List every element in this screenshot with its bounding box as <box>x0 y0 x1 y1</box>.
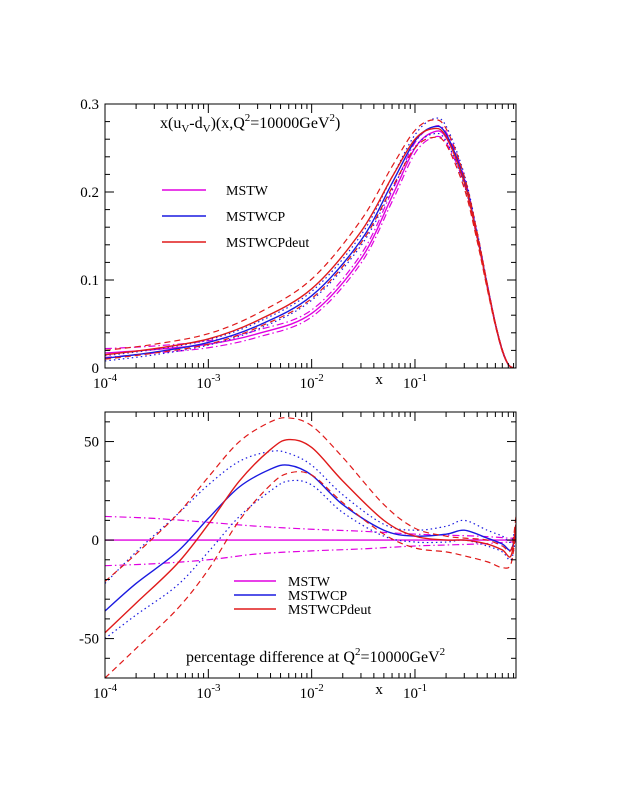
series-mstwcpdeut-upper <box>105 417 516 582</box>
y-tick-label: -50 <box>79 632 99 648</box>
y-tick-label: 0 <box>92 533 100 549</box>
x-tick-label: 10-3 <box>196 372 221 392</box>
legend-label-mstwcp: MSTWCP <box>288 589 347 604</box>
chart-title: percentage difference at Q2=10000GeV2 <box>186 646 445 666</box>
series-mstwcpdeut-central <box>105 438 516 634</box>
series-mstwcpdeut-lower <box>105 471 516 678</box>
x-tick-label: 10-2 <box>300 372 324 392</box>
x-tick-label: 10-4 <box>93 682 118 702</box>
top-panel-chart: 0 0.1 0.2 0.3 10-4 10-3 10-2 10-1 x x(uV-dV)(x,Q2… <box>80 97 517 392</box>
series-mstwcpdeut-upper <box>105 119 516 368</box>
x-tick-label: 10-2 <box>300 682 324 702</box>
legend-label-mstwcpdeut: MSTWCPdeut <box>288 603 371 618</box>
series-mstw-central <box>105 130 516 368</box>
x-ticks <box>104 104 515 368</box>
chart-title: x(uV-dV)(x,Q2=10000GeV2) <box>160 112 340 135</box>
legend-label-mstw: MSTW <box>288 575 331 590</box>
x-tick-label: 10-1 <box>403 372 427 392</box>
x-tick-label: 10-4 <box>93 372 118 392</box>
series-mstwcp-central <box>105 464 516 612</box>
series-mstw-lower <box>105 135 516 368</box>
series-mstwcp-lower <box>105 479 516 640</box>
y-tick-label: 0.3 <box>80 97 99 113</box>
series-mstw-upper <box>105 515 516 539</box>
plot-frame <box>104 103 517 369</box>
x-axis-label: x <box>375 372 383 388</box>
y-tick-label: 0.2 <box>80 185 99 201</box>
curves <box>105 417 516 678</box>
legend: MSTW MSTWCP MSTWCPdeut <box>162 184 309 251</box>
series-mstwcp-central <box>105 125 516 368</box>
series-mstwcp-lower <box>105 132 516 368</box>
y-ticks <box>105 103 516 369</box>
y-ticks <box>105 421 516 679</box>
series-mstw-lower <box>105 541 516 567</box>
y-tick-label: 0.1 <box>80 273 99 289</box>
bottom-panel-chart: 50 0 -50 10-4 10-3 10-2 10-1 x percentage differ… <box>79 411 517 702</box>
curves <box>105 117 516 368</box>
series-mstwcp-upper <box>105 450 516 584</box>
series-mstwcpdeut-lower <box>105 136 516 368</box>
x-axis-label: x <box>375 682 383 698</box>
y-tick-label: 50 <box>84 435 99 451</box>
y-tick-label: 0 <box>92 361 100 377</box>
plot-frame <box>104 411 517 679</box>
series-mstwcpdeut-central <box>105 127 516 368</box>
x-tick-label: 10-1 <box>403 682 427 702</box>
legend-label-mstwcp: MSTWCP <box>226 210 285 225</box>
series-mstw-upper <box>105 124 516 368</box>
legend-label-mstwcpdeut: MSTWCPdeut <box>226 236 309 251</box>
x-ticks <box>104 412 515 678</box>
x-tick-label: 10-3 <box>196 682 221 702</box>
legend-label-mstw: MSTW <box>226 184 269 199</box>
